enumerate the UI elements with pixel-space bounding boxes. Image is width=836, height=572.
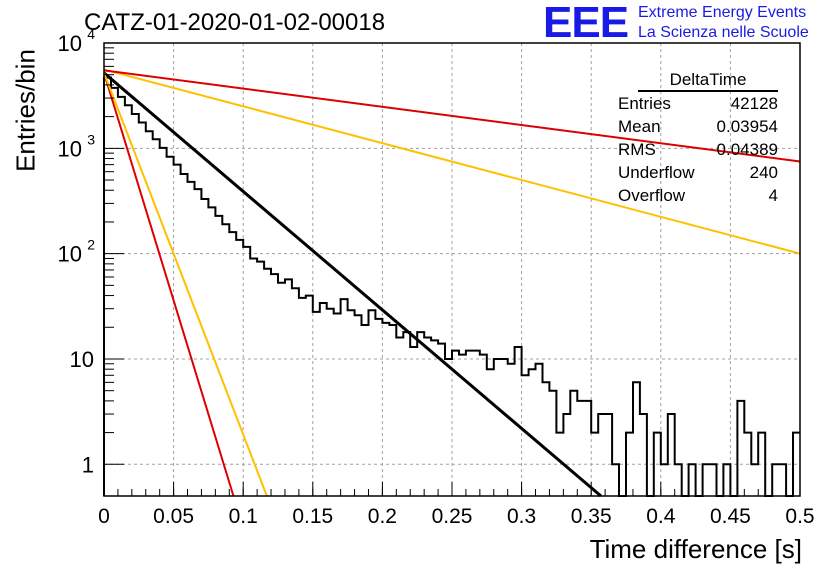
band-line [103, 69, 801, 163]
x-tick-label: 0.35 [571, 505, 612, 528]
stats-value: 4 [768, 186, 778, 205]
stats-row-mean: Mean 0.03954 [610, 115, 778, 138]
logo-subtitle-1: Extreme Energy Events [638, 4, 807, 21]
x-tick-label: 0.5 [785, 505, 814, 528]
y-tick-label: 10 [58, 31, 82, 56]
y-tick-label: 1 [82, 452, 94, 477]
stats-label: Underflow [618, 163, 695, 182]
fit-curves-layer [103, 68, 801, 498]
stats-label: Mean [618, 117, 661, 136]
x-tick-label: 0.15 [292, 505, 333, 528]
chart-title: CATZ-01-2020-01-02-00018 [84, 9, 386, 36]
histogram-outline [103, 76, 800, 497]
logo-subtitle-2: La Scienza nelle Scuole [638, 24, 809, 41]
x-tick-label: 0.2 [368, 505, 397, 528]
x-tick-label: 0.3 [507, 505, 536, 528]
stats-value: 0.03954 [716, 117, 778, 136]
x-axis-label: Time difference [s] [589, 534, 802, 564]
band-line [103, 72, 268, 497]
stats-label: RMS [618, 140, 656, 159]
y-tick-label: 10 [58, 136, 82, 161]
stats-row-rms: RMS 0.04389 [610, 138, 778, 161]
stats-title: DeltaTime [638, 70, 778, 92]
y-tick-label: 10 [70, 347, 94, 372]
stats-value: 240 [749, 163, 778, 182]
x-tick-label: 0 [98, 505, 110, 528]
stats-value: 0.04389 [716, 140, 778, 159]
y-tick-label: 10 [58, 242, 82, 267]
x-tick-label: 0.05 [153, 505, 194, 528]
stats-box: DeltaTime Entries 42128 Mean 0.03954 RMS… [610, 70, 778, 207]
y-tick-exponent: 3 [87, 131, 95, 147]
eee-logo: EEE [543, 0, 629, 47]
band-line [103, 68, 801, 255]
x-tick-label: 0.1 [229, 505, 258, 528]
y-axis-label: Entries/bin [10, 49, 41, 172]
stats-row-entries: Entries 42128 [610, 92, 778, 115]
x-tick-label: 0.25 [432, 505, 473, 528]
stats-value: 42128 [730, 94, 778, 113]
y-tick-exponent: 4 [87, 26, 95, 42]
stats-row-overflow: Overflow 4 [610, 184, 778, 207]
axis-layer: 0 0.05 0.1 0.15 0.2 0.25 0.3 0.35 0.4 0.45 0.5 1 10 1… [58, 26, 815, 528]
x-tick-label: 0.45 [710, 505, 751, 528]
histogram-layer [103, 76, 800, 497]
stats-label: Entries [618, 94, 671, 113]
band-line [103, 72, 235, 497]
stats-label: Overflow [618, 186, 686, 205]
y-tick-exponent: 2 [87, 237, 95, 253]
fit-line [103, 71, 602, 498]
stats-row-underflow: Underflow 240 [610, 161, 778, 184]
x-tick-label: 0.4 [646, 505, 676, 528]
